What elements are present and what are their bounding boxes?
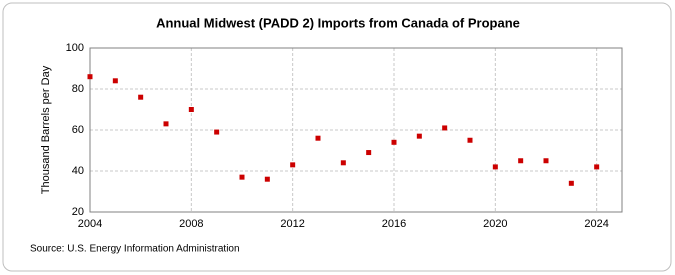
point	[568, 180, 574, 186]
point	[315, 135, 321, 141]
source-note: Source: U.S. Energy Information Administ…	[30, 244, 240, 255]
y-tick-label: 80	[72, 83, 84, 95]
point	[163, 121, 169, 127]
point	[492, 164, 498, 170]
point	[239, 174, 245, 180]
point	[442, 125, 448, 131]
point	[188, 107, 194, 112]
x-tick-label: 2004	[78, 218, 102, 230]
y-tick-label: 20	[72, 206, 84, 218]
point	[518, 158, 524, 164]
y-tick-label: 60	[72, 124, 84, 136]
x-tick-label: 2016	[382, 218, 406, 230]
point	[467, 137, 473, 143]
point	[290, 162, 296, 168]
point	[340, 160, 346, 166]
x-tick-label: 2012	[280, 218, 304, 230]
point	[366, 150, 372, 156]
point	[87, 74, 93, 80]
x-tick-label: 2008	[179, 218, 203, 230]
point	[391, 139, 397, 145]
frame	[2, 2, 672, 272]
chart-title: Annual Midwest (PADD 2) Imports from Can…	[156, 15, 520, 30]
point	[112, 78, 118, 84]
point	[214, 129, 220, 135]
point	[543, 158, 549, 164]
x-tick-label: 2024	[584, 218, 608, 230]
y-tick-label: 100	[66, 42, 84, 54]
x-tick-label: 2020	[483, 218, 507, 230]
point	[264, 176, 270, 182]
point	[138, 94, 144, 100]
point	[594, 164, 600, 170]
y-tick-label: 40	[72, 165, 84, 177]
y-axis-label: Thousand Barrels per Day	[40, 65, 52, 194]
point	[416, 133, 422, 139]
plot-area	[89, 47, 623, 213]
